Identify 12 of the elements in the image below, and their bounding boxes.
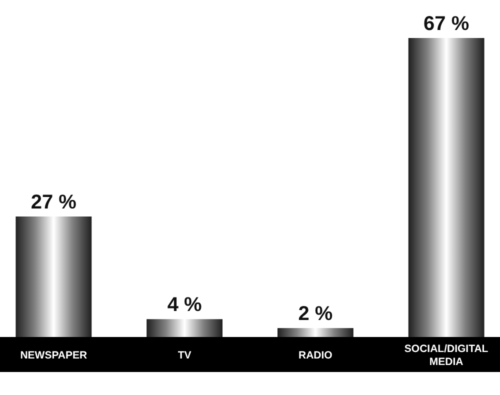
bar: [16, 216, 92, 337]
x-tick-label: TV: [178, 350, 192, 362]
data-label: 4 %: [167, 294, 202, 316]
data-label: 2 %: [298, 303, 333, 326]
x-tick-label: RADIO: [298, 350, 332, 362]
x-tick-label: NEWSPAPER: [20, 350, 88, 362]
bar: [277, 328, 354, 337]
data-label: 27 %: [30, 192, 77, 214]
bar: [408, 38, 484, 337]
data-label: 67 %: [424, 13, 470, 35]
x-tick-label: SOCIAL/DIGITAL MEDIA: [404, 343, 489, 368]
bar: [146, 319, 223, 337]
